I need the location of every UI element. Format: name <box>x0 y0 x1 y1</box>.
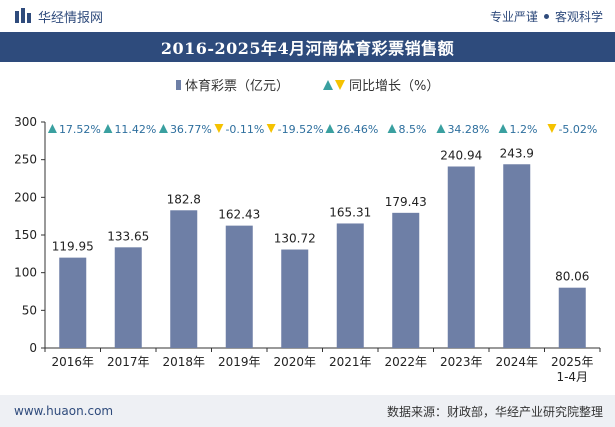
growth-label: 26.46% <box>336 123 378 136</box>
legend-down-triangle <box>335 80 345 90</box>
bar <box>225 225 253 348</box>
x-tick-label: 2024年 <box>495 355 538 369</box>
legend-bar-swatch <box>176 80 181 90</box>
bar-value-label: 130.72 <box>274 232 316 246</box>
top-bar: 华经情报网 专业严谨 客观科学 <box>0 0 615 32</box>
bar <box>114 247 142 348</box>
y-tick-label: 200 <box>14 190 37 204</box>
bar <box>558 287 586 348</box>
x-tick-label: 2018年 <box>162 355 205 369</box>
bar-value-label: 133.65 <box>107 229 149 243</box>
y-tick-label: 0 <box>29 341 37 355</box>
growth-label: 11.42% <box>114 123 156 136</box>
chart-title: 2016-2025年4月河南体育彩票销售额 <box>160 39 455 58</box>
huajing-logo-icon <box>15 8 31 23</box>
growth-up-triangle <box>158 124 168 133</box>
y-tick-label: 50 <box>22 303 37 317</box>
x-tick-label: 1-4月 <box>556 370 588 384</box>
legend-up-triangle <box>323 80 333 90</box>
tagline-right: 客观科学 <box>554 9 603 24</box>
bar <box>392 212 420 348</box>
x-tick-label: 2016年 <box>51 355 94 369</box>
legend-label-bar: 体育彩票（亿元） <box>185 78 289 94</box>
x-tick-label: 2021年 <box>329 355 372 369</box>
y-tick-label: 100 <box>14 266 37 280</box>
bar-value-label: 240.94 <box>440 148 482 162</box>
growth-label: 36.77% <box>170 123 212 136</box>
bar-value-label: 165.31 <box>329 205 371 219</box>
growth-up-triangle <box>325 124 335 133</box>
y-tick-label: 250 <box>14 153 37 167</box>
brand-name: 华经情报网 <box>38 10 104 26</box>
bar <box>503 164 531 348</box>
growth-down-triangle <box>214 124 224 133</box>
growth-up-triangle <box>387 124 397 133</box>
bar <box>281 249 309 348</box>
x-tick-label: 2019年 <box>218 355 261 369</box>
growth-up-triangle <box>498 124 508 133</box>
website-link[interactable]: www.huaon.com <box>14 404 114 418</box>
title-bar: 2016-2025年4月河南体育彩票销售额 <box>0 32 615 62</box>
footer: www.huaon.com 数据来源：财政部，华经产业研究院整理 <box>0 395 615 427</box>
tagline: 专业严谨 客观科学 <box>490 8 603 25</box>
legend-label-growth: 同比增长（%） <box>349 79 439 94</box>
growth-label: 8.5% <box>399 123 427 136</box>
growth-label: -5.02% <box>558 123 597 136</box>
growth-down-triangle <box>266 124 276 133</box>
x-tick-label: 2017年 <box>107 355 150 369</box>
bar-value-label: 182.8 <box>167 192 201 206</box>
x-tick-label: 2022年 <box>384 355 427 369</box>
brand: 华经情报网 <box>14 7 103 26</box>
bar <box>170 210 198 348</box>
x-tick-label: 2023年 <box>440 355 483 369</box>
growth-label: 1.2% <box>510 123 538 136</box>
growth-up-triangle <box>103 124 113 133</box>
growth-label: 34.28% <box>447 123 489 136</box>
y-tick-label: 150 <box>14 228 37 242</box>
growth-label: -19.52% <box>278 123 324 136</box>
growth-up-triangle <box>436 124 446 133</box>
tagline-left: 专业严谨 <box>489 9 538 24</box>
bar <box>447 166 475 348</box>
growth-label: -0.11% <box>225 123 264 136</box>
bar-value-label: 80.06 <box>555 270 589 284</box>
growth-down-triangle <box>547 124 557 133</box>
data-source: 数据来源：财政部，华经产业研究院整理 <box>386 404 603 419</box>
growth-label: 17.52% <box>59 123 101 136</box>
bar-chart: 体育彩票（亿元） 同比增长（%） 0 50 100 150 200 250 300 119.95 2… <box>14 78 601 384</box>
x-tick-label: 2020年 <box>273 355 316 369</box>
tagline-dot-icon <box>543 13 549 19</box>
bar <box>336 223 364 348</box>
bar-value-label: 243.9 <box>500 146 534 160</box>
x-tick-label: 2025年 <box>551 355 594 369</box>
y-tick-label: 300 <box>14 115 37 129</box>
growth-up-triangle <box>47 124 57 133</box>
bar-value-label: 179.43 <box>385 195 427 209</box>
bar-value-label: 119.95 <box>52 240 94 254</box>
bar-value-label: 162.43 <box>218 208 260 222</box>
bar <box>59 257 87 348</box>
